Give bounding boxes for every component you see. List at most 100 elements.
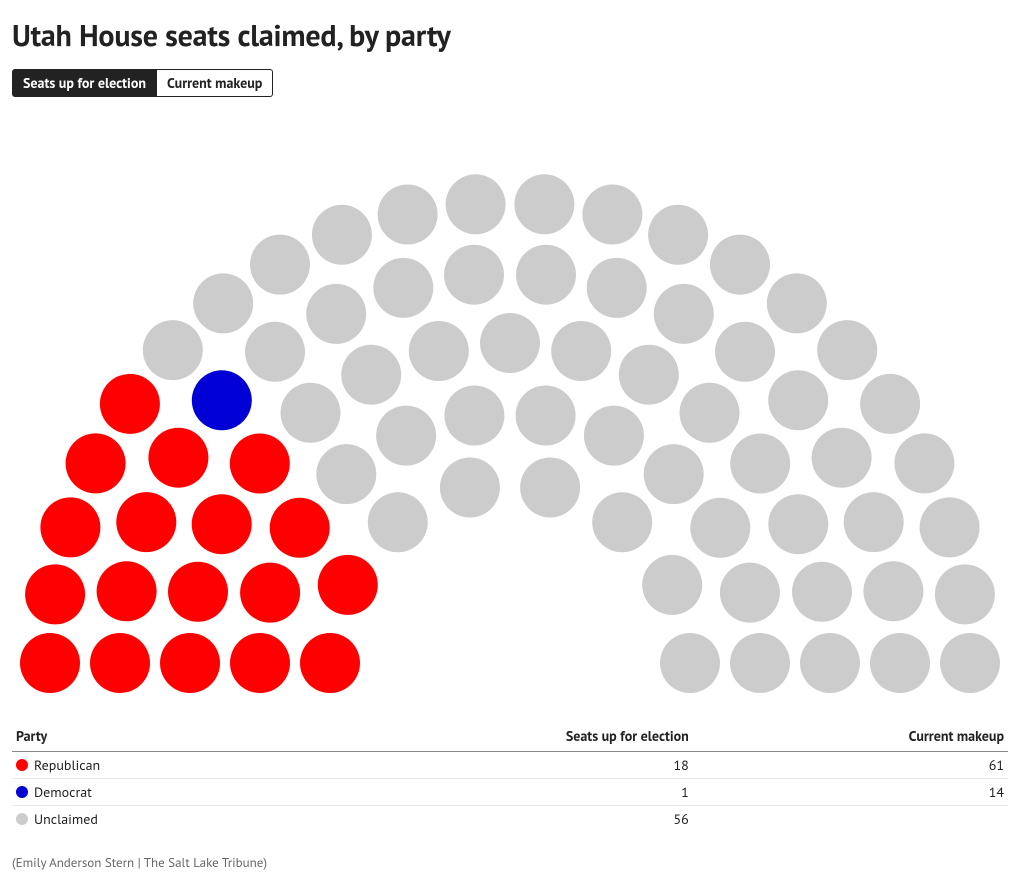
seat-dot: [648, 205, 708, 265]
legend-table: Party Seats up for election Current make…: [12, 721, 1008, 832]
seat-dot: [66, 433, 126, 493]
seat-dot: [920, 497, 980, 557]
legend-col-party: Party: [12, 721, 293, 752]
seat-dot: [582, 185, 642, 245]
seat-dot: [551, 321, 611, 381]
chart-title: Utah House seats claimed, by party: [12, 16, 1008, 55]
seat-dot: [863, 561, 923, 621]
seat-dot: [660, 633, 720, 693]
seat-dot: [245, 322, 305, 382]
seat-dot: [281, 383, 341, 443]
tab-current-makeup[interactable]: Current makeup: [157, 69, 273, 97]
seat-dot: [373, 258, 433, 318]
legend-col-seatsup: Seats up for election: [293, 721, 693, 752]
seat-dot: [318, 555, 378, 615]
legend-cell-current: 14: [693, 779, 1008, 806]
seat-dot: [654, 284, 714, 344]
legend-cell-party: Democrat: [12, 779, 293, 806]
seat-dot: [143, 320, 203, 380]
seat-dot: [192, 494, 252, 554]
legend-row: Unclaimed56: [12, 806, 1008, 833]
seat-dot: [592, 492, 652, 552]
seat-dot: [316, 444, 376, 504]
seat-dot: [168, 562, 228, 622]
seat-dot: [844, 492, 904, 552]
seat-dot: [116, 492, 176, 552]
seat-dot: [587, 258, 647, 318]
legend-body: Republican1861Democrat114Unclaimed56: [12, 752, 1008, 833]
seat-dot: [792, 562, 852, 622]
seat-dot: [240, 563, 300, 623]
legend-swatch: [16, 813, 28, 825]
seat-dot: [768, 494, 828, 554]
seat-dot: [250, 235, 310, 295]
seat-dot: [860, 374, 920, 434]
seat-dot: [270, 498, 330, 558]
seat-dot: [644, 444, 704, 504]
seat-dot: [619, 345, 679, 405]
seat-dot: [90, 633, 150, 693]
seat-dot: [444, 245, 504, 305]
seat-dot: [514, 174, 574, 234]
seat-dot: [894, 433, 954, 493]
seat-dot: [516, 386, 576, 446]
seat-dot: [160, 633, 220, 693]
seat-dot: [730, 633, 790, 693]
seat-dot: [230, 434, 290, 494]
legend-cell-party: Unclaimed: [12, 806, 293, 833]
seat-dot: [720, 563, 780, 623]
seat-dot: [192, 370, 252, 430]
seat-dot: [767, 273, 827, 333]
view-tabs: Seats up for election Current makeup: [12, 69, 1008, 97]
seat-dot: [440, 458, 500, 518]
legend-cell-seatsup: 56: [293, 806, 693, 833]
seat-dot: [642, 555, 702, 615]
seat-dot: [20, 633, 80, 693]
seat-dot: [230, 633, 290, 693]
legend-cell-current: 61: [693, 752, 1008, 779]
seat-dot: [25, 564, 85, 624]
seat-dot: [710, 235, 770, 295]
parliament-chart: [12, 103, 1008, 693]
legend-cell-seatsup: 18: [293, 752, 693, 779]
legend-row: Democrat114: [12, 779, 1008, 806]
seat-dot: [940, 633, 1000, 693]
seat-dot: [97, 561, 157, 621]
seat-dot: [690, 498, 750, 558]
seat-dot: [520, 458, 580, 518]
seat-dot: [193, 273, 253, 333]
seat-dot: [800, 633, 860, 693]
seat-dot: [516, 245, 576, 305]
seat-dot: [100, 374, 160, 434]
legend-row: Republican1861: [12, 752, 1008, 779]
seat-dot: [480, 313, 540, 373]
seat-dot: [768, 370, 828, 430]
seat-dot: [40, 497, 100, 557]
seat-dot: [300, 633, 360, 693]
seat-dot: [870, 633, 930, 693]
seat-dot: [378, 185, 438, 245]
seat-dot: [935, 564, 995, 624]
seat-dot: [715, 322, 775, 382]
tab-seats-up[interactable]: Seats up for election: [12, 69, 157, 97]
parliament-svg: [20, 103, 1000, 693]
seat-dot: [730, 434, 790, 494]
seat-dot: [312, 205, 372, 265]
seat-dot: [680, 383, 740, 443]
seat-dot: [148, 428, 208, 488]
seat-dot: [584, 406, 644, 466]
seat-dot: [409, 321, 469, 381]
seat-dot: [444, 386, 504, 446]
seat-dot: [446, 174, 506, 234]
legend-col-current: Current makeup: [693, 721, 1008, 752]
legend-cell-current: [693, 806, 1008, 833]
seat-dot: [812, 428, 872, 488]
seat-dot: [817, 320, 877, 380]
legend-swatch: [16, 786, 28, 798]
seat-dot: [341, 345, 401, 405]
seat-dot: [376, 406, 436, 466]
seat-dot: [368, 492, 428, 552]
legend-cell-party: Republican: [12, 752, 293, 779]
credit-line: (Emily Anderson Stern | The Salt Lake Tr…: [12, 854, 1008, 871]
legend-cell-seatsup: 1: [293, 779, 693, 806]
